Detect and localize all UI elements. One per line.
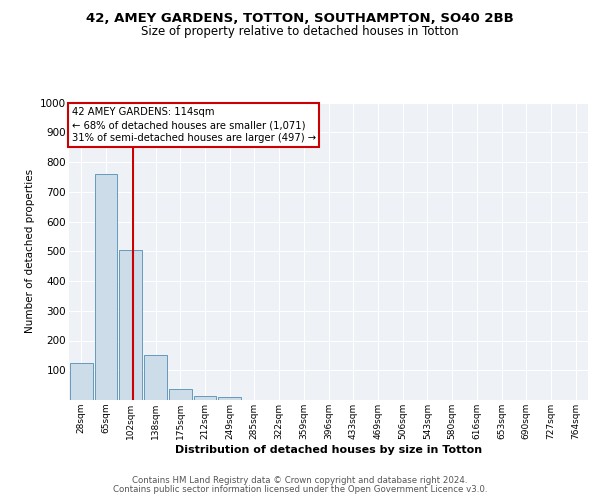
X-axis label: Distribution of detached houses by size in Totton: Distribution of detached houses by size … [175,444,482,454]
Bar [194,396,216,400]
Text: Contains public sector information licensed under the Open Government Licence v3: Contains public sector information licen… [113,484,487,494]
Text: Size of property relative to detached houses in Totton: Size of property relative to detached ho… [141,25,459,38]
Bar [169,389,191,400]
Text: 42 AMEY GARDENS: 114sqm
← 68% of detached houses are smaller (1,071)
31% of semi: 42 AMEY GARDENS: 114sqm ← 68% of detache… [71,107,316,144]
Text: 42, AMEY GARDENS, TOTTON, SOUTHAMPTON, SO40 2BB: 42, AMEY GARDENS, TOTTON, SOUTHAMPTON, S… [86,12,514,26]
Bar [119,250,142,400]
Y-axis label: Number of detached properties: Number of detached properties [25,169,35,334]
Bar [218,397,241,400]
Bar [95,174,118,400]
Text: Contains HM Land Registry data © Crown copyright and database right 2024.: Contains HM Land Registry data © Crown c… [132,476,468,485]
Bar [144,356,167,400]
Bar [70,363,93,400]
